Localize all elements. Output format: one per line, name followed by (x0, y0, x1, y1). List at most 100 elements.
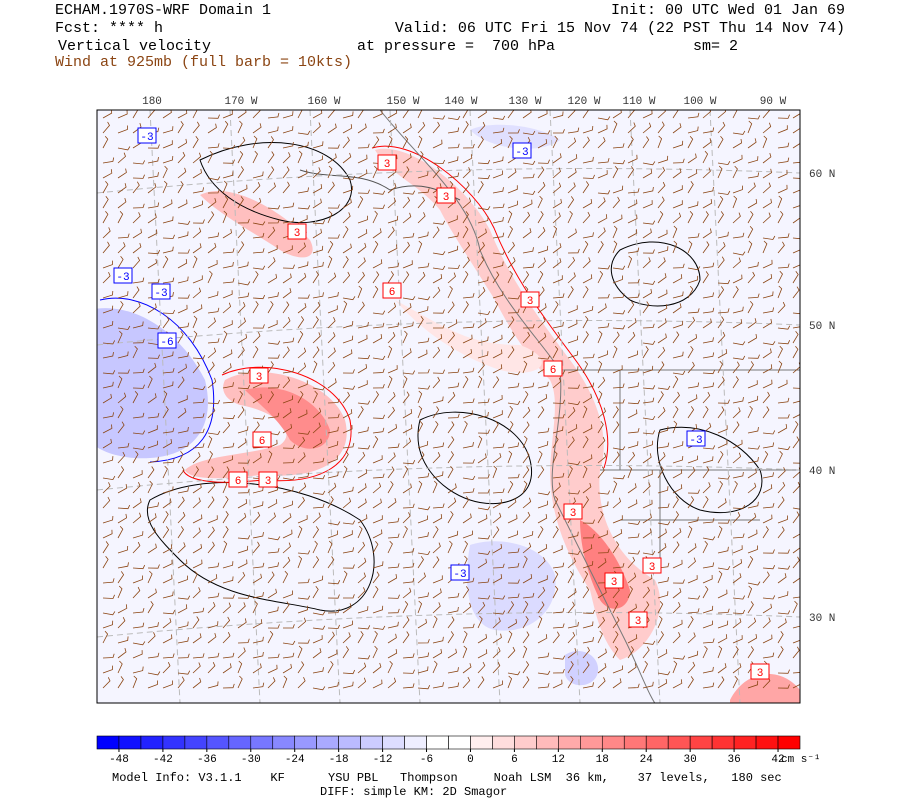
smoothing: sm= 2 (693, 38, 738, 55)
contour-label: 3 (256, 372, 263, 384)
colorbar-tick-label: 6 (511, 754, 518, 766)
latitude-label: 50 N (809, 321, 835, 333)
contour-line (417, 411, 533, 505)
colorbar-tick-label: -24 (285, 754, 305, 766)
colorbar-tick-label: -36 (197, 754, 217, 766)
colorbar-box (777, 735, 801, 750)
graticule (709, 110, 741, 703)
colorbar-box (316, 735, 339, 750)
graticule (97, 168, 800, 194)
title: ECHAM.1970S-WRF Domain 1 (55, 2, 271, 19)
wind-legend: Wind at 925mb (full barb = 10kts) (55, 54, 352, 71)
colorbar-box (667, 735, 691, 750)
negative-region (97, 308, 208, 459)
graticule (469, 110, 501, 703)
colorbar-box (404, 735, 427, 750)
contour-label-box (686, 430, 706, 447)
contour-label: 3 (570, 508, 577, 520)
longitude-label: 110 W (622, 96, 655, 108)
contour-label-box (287, 223, 307, 240)
graticule (97, 320, 800, 346)
colorbar-box (755, 735, 779, 750)
colorbar-tick-label: 0 (467, 754, 474, 766)
pressure-level: at pressure = 700 hPa (357, 38, 555, 55)
contour-label: -6 (160, 337, 173, 349)
init-time: Init: 00 UTC Wed 01 Jan 69 (611, 2, 845, 19)
colorbar-tick-label: -18 (329, 754, 349, 766)
contour-label-box (249, 367, 269, 384)
colorbar-box (711, 735, 735, 750)
contour-label: -3 (154, 288, 167, 300)
contour-line (379, 110, 656, 703)
colorbar-box (558, 735, 581, 750)
model-info: Model Info: V3.1.1 KF YSU PBL Thompson N… (112, 771, 782, 785)
contour-label: 6 (550, 365, 557, 377)
longitude-label: 120 W (567, 96, 600, 108)
positive-region (730, 674, 800, 703)
colorbar-box (96, 735, 120, 750)
contour-label: 3 (757, 668, 764, 680)
graticule (549, 110, 581, 703)
colorbar-tick-label: 24 (640, 754, 654, 766)
colorbar-box (580, 735, 603, 750)
contour-label: 3 (527, 296, 534, 308)
negative-region (470, 124, 560, 149)
latitude-label: 60 N (809, 169, 835, 181)
contour-label: 6 (259, 436, 266, 448)
contour-line (182, 366, 352, 483)
longitude-label: 150 W (386, 96, 419, 108)
graticule (629, 110, 661, 703)
contour-label-box (157, 332, 177, 349)
longitude-label: 160 W (307, 96, 340, 108)
colorbar-box (623, 735, 647, 750)
contour-label-box (604, 572, 624, 589)
graticule (309, 110, 341, 703)
contour-line (99, 297, 215, 463)
contour-label: 3 (294, 228, 301, 240)
contour-label: 3 (384, 159, 391, 171)
positive-region (185, 372, 347, 479)
contour-label: 3 (611, 577, 618, 589)
colorbar-box (470, 735, 493, 750)
colorbar-units: cm s⁻¹ (781, 754, 821, 766)
contour-line (610, 241, 701, 307)
contour-label-box (628, 611, 648, 628)
positive-region (200, 191, 313, 258)
colorbar-tick-label: 36 (727, 754, 740, 766)
graticule (389, 110, 421, 703)
colorbar-box (382, 735, 405, 750)
contour-label: -3 (515, 147, 528, 159)
contour-line (560, 369, 800, 560)
contour-label: 6 (389, 287, 396, 299)
contour-label-box (228, 471, 248, 488)
longitude-label: 130 W (508, 96, 541, 108)
graticule (97, 465, 800, 491)
colorbar-box (294, 735, 317, 750)
longitude-label: 90 W (760, 96, 787, 108)
contour-label-box (750, 663, 770, 680)
diff-info: DIFF: simple KM: 2D Smagor (320, 785, 507, 799)
graticule (229, 110, 261, 703)
contour-label-box (382, 282, 402, 299)
colorbar-tick-label: 30 (684, 754, 697, 766)
colorbar-box (118, 735, 142, 750)
contour-label: -3 (689, 435, 702, 447)
positive-region (395, 300, 542, 373)
contour-label-box (436, 187, 456, 204)
graticule (97, 612, 800, 638)
colorbar-box (184, 735, 208, 750)
forecast-hour: Fcst: **** h (55, 20, 163, 37)
longitude-label: 100 W (683, 96, 716, 108)
colorbar-box (536, 735, 559, 750)
map-frame (96, 109, 801, 704)
map-content: -3 -3 -3 -3 -6 3 3 6 3 3 6 6 3 6 3 3 -3 -3 3 3 3 3 (97, 110, 800, 703)
latitude-label: 40 N (809, 466, 835, 478)
contour-label-box (520, 291, 540, 308)
contour-label-box (137, 127, 157, 144)
contour-label-box (450, 564, 470, 581)
contour-line (656, 426, 763, 514)
colorbar-box (645, 735, 669, 750)
contour-label: -3 (140, 132, 153, 144)
contour-label-box (113, 267, 133, 284)
